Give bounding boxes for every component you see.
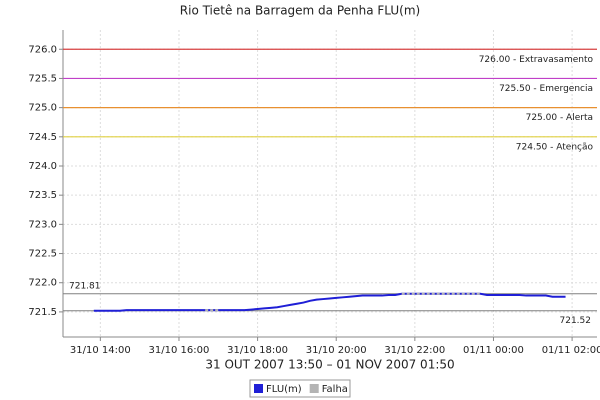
reference-label: 724.50 - Atenção <box>516 142 594 152</box>
x-tick-label: 01/11 02:00 <box>542 345 600 356</box>
legend-label: FLU(m) <box>266 384 302 395</box>
legend-swatch <box>309 384 319 393</box>
legend-swatch <box>254 384 263 393</box>
x-tick-label: 31/10 18:00 <box>227 345 288 356</box>
y-tick-label: 722.0 <box>28 278 57 289</box>
x-tick-label: 31/10 22:00 <box>384 345 445 356</box>
x-tick-label: 01/11 00:00 <box>463 345 524 356</box>
y-tick-label: 724.0 <box>28 161 57 172</box>
chart-subtitle: 31 OUT 2007 13:50 – 01 NOV 2007 01:50 <box>205 358 454 372</box>
series-line <box>205 292 481 312</box>
reference-label: 726.00 - Extravasamento <box>479 55 594 65</box>
chart-title: Rio Tietê na Barragem da Penha FLU(m) <box>180 4 420 18</box>
x-tick-label: 31/10 20:00 <box>306 345 367 356</box>
y-tick-label: 721.5 <box>28 307 57 318</box>
x-tick-label: 31/10 14:00 <box>70 345 131 356</box>
y-tick-label: 725.0 <box>28 103 57 114</box>
y-tick-label: 724.5 <box>28 132 57 143</box>
reference-label: 725.00 - Alerta <box>526 113 593 123</box>
series-line <box>93 292 566 312</box>
max-label: 721.81 <box>69 281 101 291</box>
y-tick-label: 725.5 <box>28 73 57 84</box>
y-tick-label: 723.5 <box>28 190 57 201</box>
plot-area <box>63 30 597 337</box>
x-tick-label: 31/10 16:00 <box>149 345 210 356</box>
reference-label: 725.50 - Emergencia <box>499 84 593 94</box>
min-label: 721.52 <box>560 316 592 326</box>
legend-label: Falha <box>322 384 348 395</box>
y-tick-label: 723.0 <box>28 219 57 230</box>
y-tick-label: 726.0 <box>28 44 57 55</box>
legend-box <box>249 379 351 398</box>
y-tick-label: 722.5 <box>28 249 57 260</box>
